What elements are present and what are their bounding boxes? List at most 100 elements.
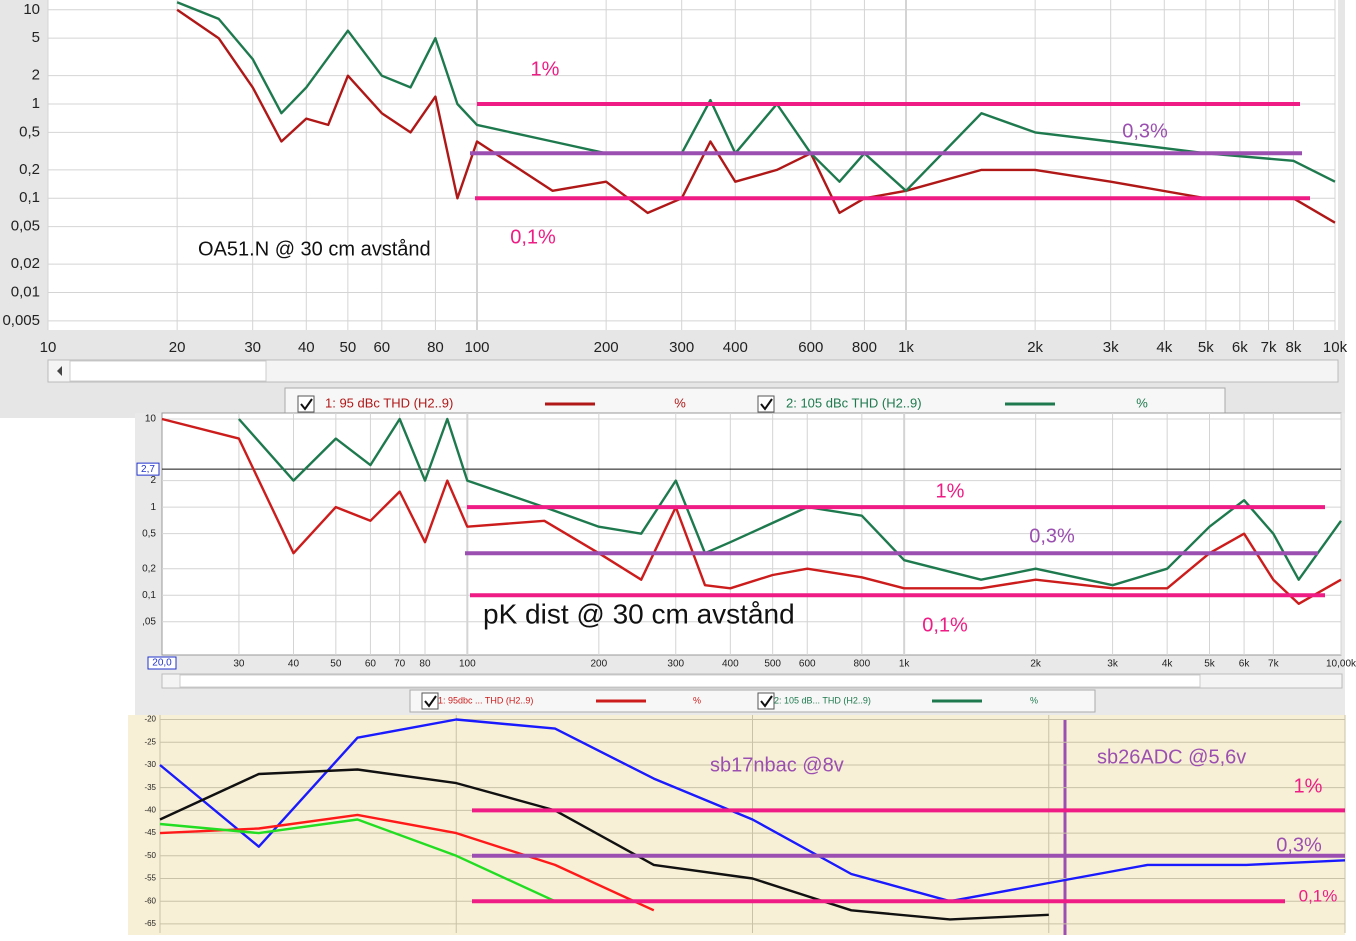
series-line [176, 8, 1336, 224]
x-tick-label: 7k [1268, 659, 1280, 670]
x-tick-label: 400 [722, 659, 739, 670]
y-tick-label: 0,05 [11, 218, 40, 235]
x-start-label: 20,0 [152, 658, 172, 669]
x-tick-label: 4k [1156, 339, 1172, 356]
y-tick-label: 0,5 [19, 123, 40, 140]
chart-2: 10 2 1 0,5 0,2 0,1 ,05 30 40 50 60 70 80 100 200 300 400… [136, 413, 1356, 710]
x-tick-label: 30 [244, 339, 261, 356]
y-tick-label: 10 [145, 414, 157, 425]
legend-label: 2: 105 dBc THD (H2..9) [786, 395, 922, 410]
y-tick-label: -60 [144, 896, 156, 905]
x-tick-label: 50 [340, 339, 357, 356]
y-tick-label: ,05 [142, 616, 156, 627]
y-tick-label: -25 [144, 737, 156, 746]
cursor-box [136, 462, 160, 476]
x-tick-label: 6k [1232, 339, 1248, 356]
x-tick-label: 600 [798, 339, 823, 356]
legend-checkbox[interactable] [757, 395, 775, 413]
x-tick-label: 20 [169, 339, 186, 356]
x-tick-label: 100 [464, 339, 489, 356]
y-tick-label: 2 [32, 67, 40, 84]
x-tick-label: 300 [667, 659, 684, 670]
y-tick-label: 0,2 [19, 161, 40, 178]
y-tick-label: 1 [32, 95, 40, 112]
y-tick-label: 1 [150, 502, 156, 513]
x-tick-label: 3k [1103, 339, 1119, 356]
x-tick-label: 40 [298, 339, 315, 356]
legend-unit: % [1030, 695, 1038, 705]
y-tick-label: -40 [144, 805, 156, 814]
y-tick-label: -65 [144, 919, 156, 928]
scroll-thumb[interactable] [179, 674, 1201, 688]
x-tick-label: 30 [233, 659, 245, 670]
y-tick-label: 0,005 [2, 312, 40, 329]
x-tick-label: 8k [1286, 339, 1302, 356]
series-line [159, 818, 556, 903]
chart-3: -20 -25 -30 -35 -40 -45 -50 -55 -60 -65 sb17nbac @… [144, 715, 1346, 933]
x-tick-label: 40 [288, 659, 300, 670]
x-tick-label: 800 [853, 659, 870, 670]
legend-checkbox[interactable] [757, 692, 775, 710]
y-tick-label: -35 [144, 783, 156, 792]
legend-unit: % [1136, 395, 1148, 410]
scroll-arrow[interactable] [57, 366, 62, 376]
y-tick-label: -45 [144, 828, 156, 837]
x-tick-label: 400 [723, 339, 748, 356]
series-line [238, 417, 1342, 587]
annotation: 0,3% [1122, 120, 1168, 142]
x-tick-label: 3k [1107, 659, 1119, 670]
x-tick-label: 6k [1239, 659, 1251, 670]
check-mark [760, 695, 773, 708]
check-mark [424, 695, 437, 708]
annotation: 1% [1294, 775, 1323, 797]
legend-checkbox[interactable] [297, 395, 315, 413]
annotation: 0,1% [922, 614, 968, 636]
panel-3-bg [128, 715, 1345, 935]
x-tick-label: 80 [427, 339, 444, 356]
legend-unit: % [693, 695, 701, 705]
annotation: 0,1% [1299, 886, 1338, 905]
y-tick-label: 2 [150, 475, 156, 486]
x-tick-label: 10,00k [1326, 659, 1356, 670]
y-tick-label: -30 [144, 760, 156, 769]
x-tick-label: 5k [1198, 339, 1214, 356]
series-line [159, 718, 1346, 903]
y-tick-label: 5 [32, 29, 40, 46]
x-tick-label: 2k [1027, 339, 1043, 356]
y-tick-label: 0,1 [142, 590, 156, 601]
x-tick-label: 800 [852, 339, 877, 356]
y-tick-label: -55 [144, 874, 156, 883]
y-tick-label: 0,01 [11, 283, 40, 300]
scrollbar[interactable] [47, 359, 1339, 383]
x-tick-label: 10 [40, 339, 57, 356]
x-tick-label: 7k [1261, 339, 1277, 356]
x-tick-label: 500 [764, 659, 781, 670]
legend-label: 1: 95dbc ... THD (H2..9) [438, 695, 533, 705]
x-tick-label: 200 [594, 339, 619, 356]
annotation: OA51.N @ 30 cm avstånd [198, 238, 431, 260]
scroll-thumb[interactable] [69, 360, 267, 382]
legend-checkbox[interactable] [421, 692, 439, 710]
x-tick-label: 1k [898, 339, 914, 356]
series-line [159, 813, 655, 912]
check-mark [760, 398, 773, 411]
x-tick-label: 600 [799, 659, 816, 670]
y-tick-label: 0,1 [19, 189, 40, 206]
x-start-box [147, 656, 177, 670]
annotation: 1% [531, 58, 560, 80]
x-tick-label: 100 [459, 659, 476, 670]
check-mark [300, 398, 313, 411]
annotation: 1% [936, 480, 965, 502]
x-tick-label: 5k [1204, 659, 1216, 670]
x-tick-label: 60 [365, 659, 377, 670]
x-tick-label: 2k [1030, 659, 1042, 670]
annotation: 0,3% [1276, 834, 1322, 856]
series-line [159, 768, 1049, 921]
series-line [161, 417, 1342, 605]
x-tick-label: 4k [1162, 659, 1174, 670]
y-tick-label: -20 [144, 715, 156, 724]
x-tick-label: 10k [1323, 339, 1348, 356]
legend-2 [409, 689, 1096, 713]
